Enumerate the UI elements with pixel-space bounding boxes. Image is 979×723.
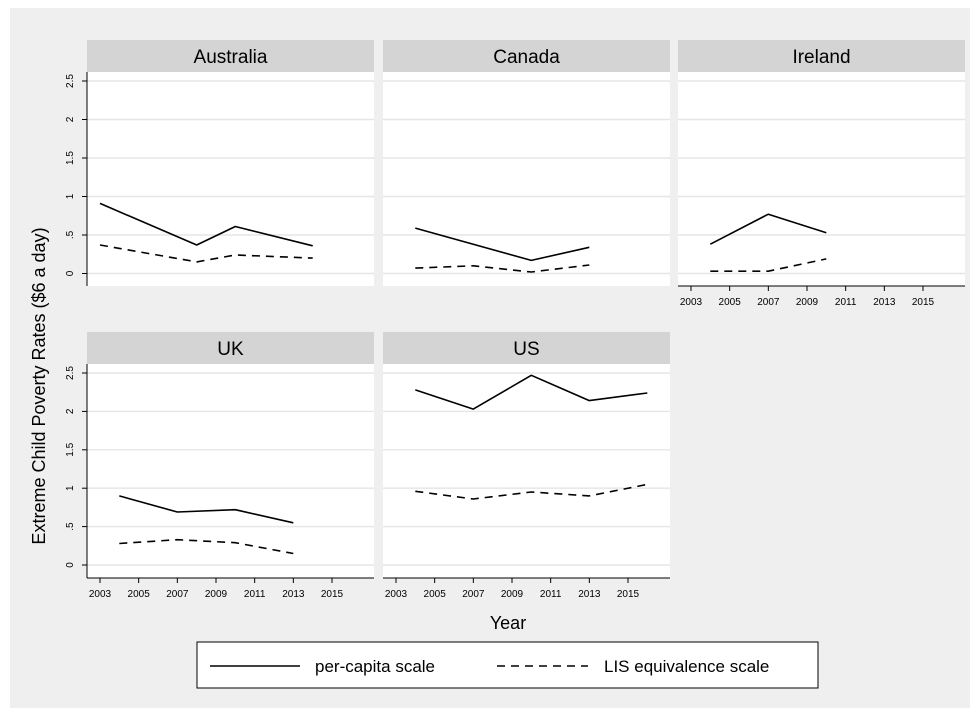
y-tick-label-australia-1: .5	[65, 230, 76, 239]
x-tick-label-uk-0: 2003	[89, 589, 112, 600]
series-uk-lis-equivalence-scale	[119, 538, 294, 555]
x-tick-label-ireland-5: 2013	[873, 297, 896, 308]
series-australia-per-capita-scale	[99, 202, 313, 247]
strip-title-us: US	[513, 339, 539, 360]
legend-label-per-capita: per-capita scale	[315, 657, 435, 676]
strip-uk	[87, 332, 374, 364]
x-tick-label-uk-4: 2011	[244, 589, 266, 600]
x-tick-label-us-6: 2015	[617, 589, 640, 600]
y-tick-label-australia-2: 1	[65, 193, 76, 199]
strip-title-canada: Canada	[493, 47, 560, 68]
x-tick-label-us-2: 2007	[462, 589, 485, 600]
series-us-per-capita-scale	[415, 374, 648, 410]
panel-us: US 2003 2005 2007 2009 2011 2013 2015	[383, 332, 670, 600]
x-tick-label-uk-3: 2009	[205, 589, 228, 600]
x-tick-label-uk-5: 2013	[282, 589, 305, 600]
y-tick-label-australia-4: 2	[65, 116, 76, 122]
plot-area-uk	[87, 364, 374, 578]
y-tick-label-uk-1: .5	[65, 522, 76, 531]
x-tick-label-us-1: 2005	[424, 589, 447, 600]
plot-area-ireland	[678, 72, 965, 286]
y-tick-label-australia-0: 0	[65, 270, 76, 276]
y-tick-label-australia-5: 2.5	[65, 74, 76, 88]
x-tick-label-uk-1: 2005	[128, 589, 151, 600]
legend-label-lis: LIS equivalence scale	[604, 657, 769, 676]
series-canada-lis-equivalence-scale	[415, 264, 590, 273]
plot-area-us	[383, 364, 670, 578]
strip-title-australia: Australia	[194, 47, 268, 68]
x-tick-label-uk-2: 2007	[166, 589, 189, 600]
y-tick-label-uk-3: 1.5	[65, 442, 76, 456]
y-tick-label-uk-2: 1	[65, 485, 76, 491]
strip-title-uk: UK	[217, 339, 244, 360]
series-us-lis-equivalence-scale	[415, 483, 648, 500]
y-axis-title: Extreme Child Poverty Rates ($6 a day)	[29, 227, 49, 544]
panel-uk: UK 0 .5 1 1.5 2 2.5 2003 2005 2007 2009 2011 2013 201…	[65, 332, 374, 600]
strip-ireland	[678, 40, 965, 72]
x-tick-label-uk-6: 2015	[321, 589, 344, 600]
series-uk-per-capita-scale	[119, 495, 294, 524]
x-tick-label-ireland-0: 2003	[680, 297, 703, 308]
y-tick-label-australia-3: 1.5	[65, 151, 76, 165]
series-ireland-lis-equivalence-scale	[710, 258, 827, 273]
series-australia-lis-equivalence-scale	[99, 244, 313, 263]
strip-canada	[383, 40, 670, 72]
legend-box	[196, 641, 819, 689]
x-tick-label-us-0: 2003	[385, 589, 408, 600]
plot-area-australia	[87, 72, 374, 286]
series-ireland-per-capita-scale	[709, 213, 827, 245]
y-tick-label-uk-4: 2	[65, 408, 76, 414]
series-canada-per-capita-scale	[415, 227, 590, 262]
plot-area-canada	[383, 72, 670, 286]
x-tick-label-ireland-3: 2009	[796, 297, 819, 308]
panel-australia: Australia 0 .5 1 1.5 2 2.5	[65, 40, 374, 286]
x-tick-label-ireland-4: 2011	[835, 297, 857, 308]
y-tick-label-uk-0: 0	[65, 562, 76, 568]
x-tick-label-us-4: 2011	[540, 589, 562, 600]
strip-us	[383, 332, 670, 364]
strip-title-ireland: Ireland	[792, 47, 850, 68]
x-axis-title: Year	[490, 613, 526, 633]
legend: per-capita scale LIS equivalence scale	[196, 641, 819, 689]
y-tick-label-uk-5: 2.5	[65, 366, 76, 380]
panel-canada: Canada	[383, 40, 670, 286]
x-tick-label-us-3: 2009	[501, 589, 524, 600]
x-tick-label-ireland-1: 2005	[719, 297, 742, 308]
x-tick-label-us-5: 2013	[578, 589, 601, 600]
x-tick-label-ireland-6: 2015	[912, 297, 935, 308]
panel-ireland: Ireland 2003 2005 2007 2009 2011 2013 2015	[678, 40, 965, 308]
x-tick-label-ireland-2: 2007	[757, 297, 780, 308]
strip-australia	[87, 40, 374, 72]
